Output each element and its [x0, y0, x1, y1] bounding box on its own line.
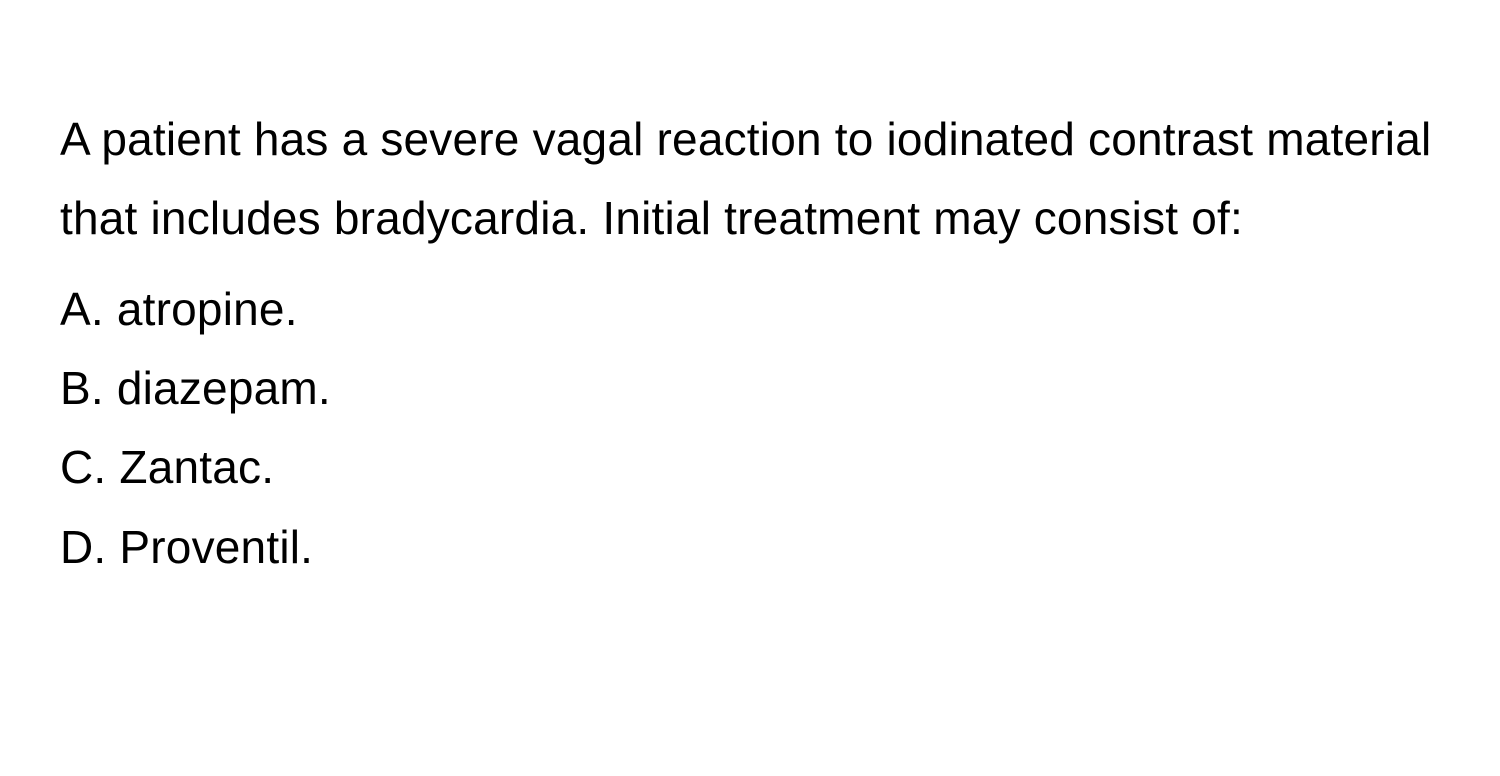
option-c-text: Zantac.: [119, 441, 274, 493]
option-a: A. atropine.: [60, 270, 1440, 349]
option-a-text: atropine.: [117, 283, 298, 335]
option-b-text: diazepam.: [117, 362, 331, 414]
question-container: A patient has a severe vagal reaction to…: [0, 0, 1500, 647]
question-stem: A patient has a severe vagal reaction to…: [60, 100, 1440, 258]
option-c-label: C.: [60, 441, 106, 493]
option-b-label: B.: [60, 362, 104, 414]
option-a-label: A.: [60, 283, 104, 335]
option-c: C. Zantac.: [60, 428, 1440, 507]
option-d-label: D.: [60, 521, 106, 573]
option-d-text: Proventil.: [119, 521, 313, 573]
option-d: D. Proventil.: [60, 508, 1440, 587]
option-b: B. diazepam.: [60, 349, 1440, 428]
